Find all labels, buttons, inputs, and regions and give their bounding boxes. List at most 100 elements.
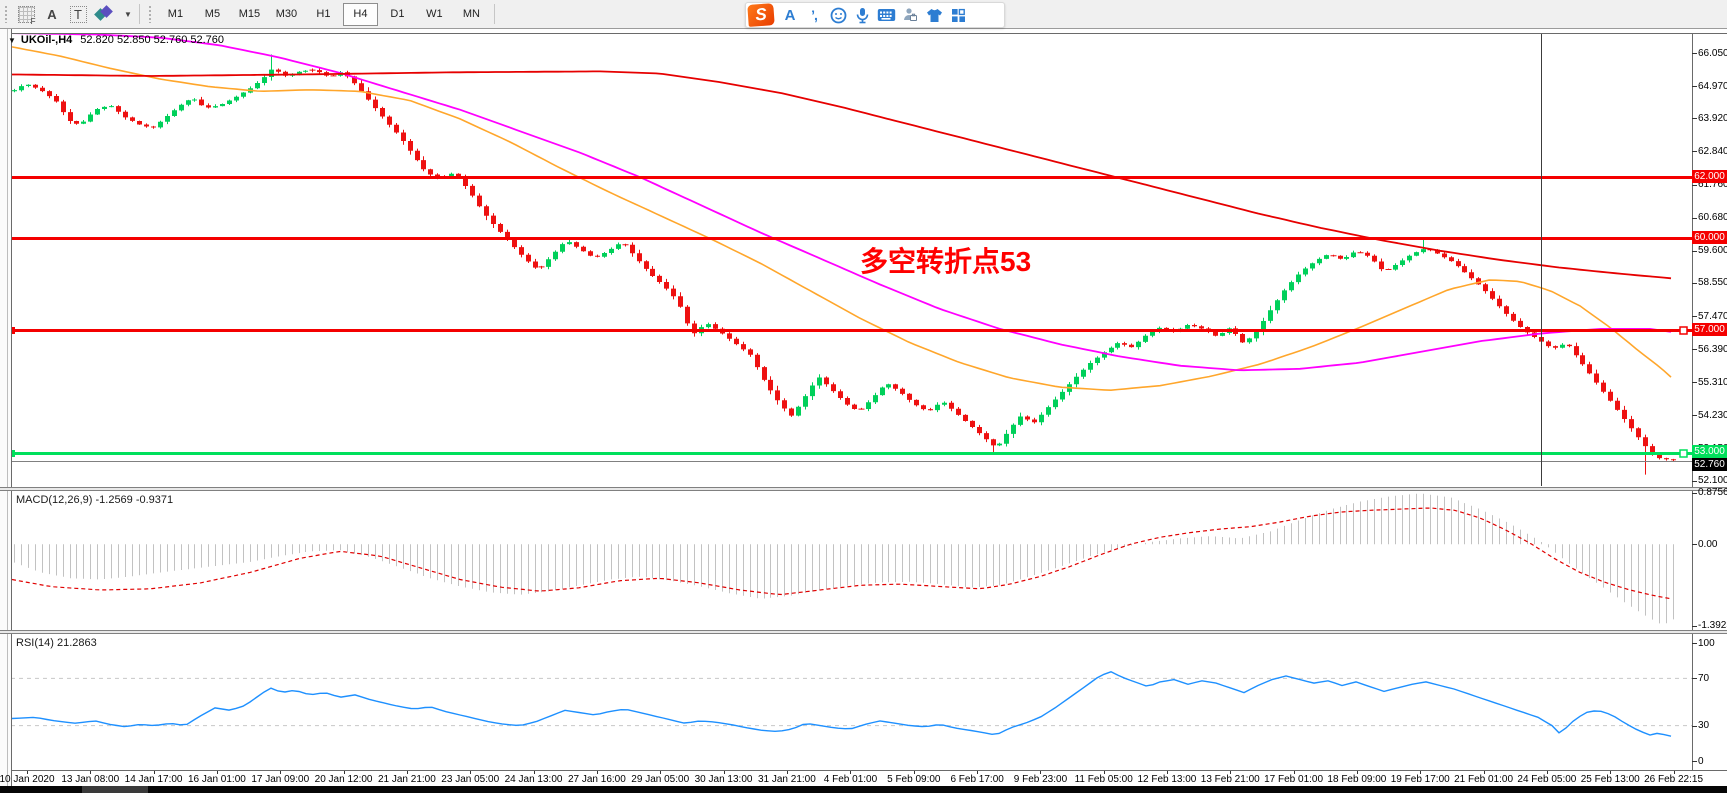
indicator-tick-label: 30: [1698, 720, 1710, 732]
rsi-tick: [1692, 643, 1697, 644]
time-tick: [1230, 771, 1231, 774]
time-tick: [27, 771, 28, 774]
toolbar-grip[interactable]: [4, 5, 9, 23]
time-tick: [407, 771, 408, 774]
time-tick: [1484, 771, 1485, 774]
time-tick-label: 13 Jan 08:00: [61, 774, 120, 785]
time-tick-label: 13 Feb 21:00: [1200, 774, 1260, 785]
indicator-tick-label: 0.00: [1698, 538, 1718, 550]
time-tick: [1420, 771, 1421, 774]
timeframe-buttons: M1 M5 M15 M30 H1 H4 D1 W1 MN: [157, 2, 490, 26]
vertical-line-object: [1541, 34, 1542, 486]
timeframe-toolbar-grip[interactable]: [147, 5, 153, 23]
price-tick: [1692, 118, 1697, 119]
timeframe-button-M30[interactable]: M30: [275, 7, 298, 20]
timeframe-button-M1[interactable]: M1: [167, 7, 184, 20]
os-taskbar-edge[interactable]: [0, 786, 1727, 793]
sogou-logo-icon[interactable]: S: [747, 3, 775, 27]
time-tick-label: 21 Jan 21:00: [377, 774, 436, 785]
ime-language-toggle-icon[interactable]: A: [784, 6, 796, 24]
time-tick: [470, 771, 471, 774]
ime-skin-icon[interactable]: [922, 4, 946, 26]
shapes-icon[interactable]: [93, 4, 119, 24]
time-tick: [787, 771, 788, 774]
hline-53.000: [11, 452, 1692, 455]
price-tick: [1692, 151, 1697, 152]
macd-tick: [1692, 544, 1697, 545]
time-tick-label: 14 Jan 17:00: [124, 774, 183, 785]
ime-keyboard-icon[interactable]: [874, 4, 898, 26]
bear-candle-bodies: [33, 69, 1676, 461]
shapes-dropdown-caret[interactable]: ▼: [124, 9, 132, 19]
timeframe-button-H1[interactable]: H1: [316, 7, 331, 20]
time-tick: [344, 771, 345, 774]
price-tick: [1692, 53, 1697, 54]
price-tick-label: 54.230: [1698, 409, 1727, 421]
time-tick: [850, 771, 851, 774]
price-tick-label: 58.550: [1698, 277, 1727, 289]
hline-handle-right: [1679, 449, 1688, 458]
chart-window-left-edge: [0, 29, 12, 786]
fibo-grid-icon[interactable]: F: [15, 4, 37, 26]
price-line-label-60.000: 60.000: [1692, 231, 1727, 244]
timeframe-button-MN[interactable]: MN: [462, 7, 480, 20]
ime-punctuation-icon[interactable]: ’,: [811, 7, 818, 23]
bear-candle-wicks: [35, 68, 1674, 475]
time-tick: [90, 771, 91, 774]
time-tick: [280, 771, 281, 774]
indicator-tick-label: -1.3923: [1698, 620, 1727, 632]
price-tick: [1692, 185, 1697, 186]
macd-tick: [1692, 493, 1697, 494]
time-tick-label: 11 Feb 05:00: [1074, 774, 1133, 785]
time-tick-label: 4 Feb 01:00: [823, 774, 878, 785]
text-label-icon[interactable]: T: [67, 4, 89, 24]
arrow-label-icon[interactable]: A: [47, 6, 57, 22]
ime-microphone-icon[interactable]: [850, 4, 874, 26]
price-tick: [1692, 283, 1697, 284]
price-tick-label: 59.600: [1698, 245, 1727, 257]
timeframe-button-H4[interactable]: H4: [342, 2, 378, 26]
price-tick-label: 55.310: [1698, 376, 1727, 388]
time-tick-label: 24 Jan 13:00: [504, 774, 563, 785]
time-tick-label: 23 Jan 05:00: [441, 774, 500, 785]
indicator-tick-label: 100: [1698, 637, 1715, 649]
rsi-tick: [1692, 726, 1697, 727]
price-tick: [1692, 251, 1697, 252]
timeframe-button-D1[interactable]: D1: [390, 7, 405, 20]
pane-border: [1692, 33, 1693, 770]
bull-candle-wicks: [14, 54, 1563, 447]
time-tick: [154, 771, 155, 774]
current-price-label: 52.760: [1692, 458, 1727, 471]
rsi-tick: [1692, 761, 1697, 762]
pane-splitter-rsi[interactable]: [0, 630, 1727, 634]
price-tick-label: 62.840: [1698, 145, 1727, 157]
indicator-tick-label: 70: [1698, 672, 1710, 684]
price-tick: [1692, 86, 1697, 87]
chevron-down-icon[interactable]: ▼: [8, 35, 16, 45]
time-tick: [597, 771, 598, 774]
time-tick-label: 27 Jan 16:00: [567, 774, 626, 785]
time-tick: [1167, 771, 1168, 774]
hline-57.000: [11, 329, 1692, 332]
symbol-period-label: UKOil-,H4: [20, 34, 73, 46]
indicator-tick-label: 0.8756: [1698, 487, 1727, 499]
price-tick: [1692, 382, 1697, 383]
time-tick: [1294, 771, 1295, 774]
ime-emoji-icon[interactable]: [826, 4, 850, 26]
timeframe-button-M5[interactable]: M5: [204, 7, 221, 20]
time-tick: [1674, 771, 1675, 774]
ime-toolbox-icon[interactable]: [898, 4, 922, 26]
time-tick-label: 21 Feb 01:00: [1454, 774, 1514, 785]
time-tick-label: 30 Jan 13:00: [694, 774, 753, 785]
timeframe-button-M15[interactable]: M15: [238, 7, 261, 20]
current-price-line: [11, 461, 1692, 462]
text-label-glyph: T: [69, 5, 87, 23]
chart-text-annotation[interactable]: 多空转折点53: [860, 246, 1032, 277]
timeframe-button-W1[interactable]: W1: [426, 7, 443, 20]
ime-apps-grid-icon[interactable]: [946, 4, 970, 26]
pane-splitter-macd[interactable]: [0, 487, 1727, 491]
time-tick-label: 20 Jan 12:00: [314, 774, 373, 785]
price-tick: [1692, 218, 1697, 219]
price-tick: [1692, 415, 1697, 416]
